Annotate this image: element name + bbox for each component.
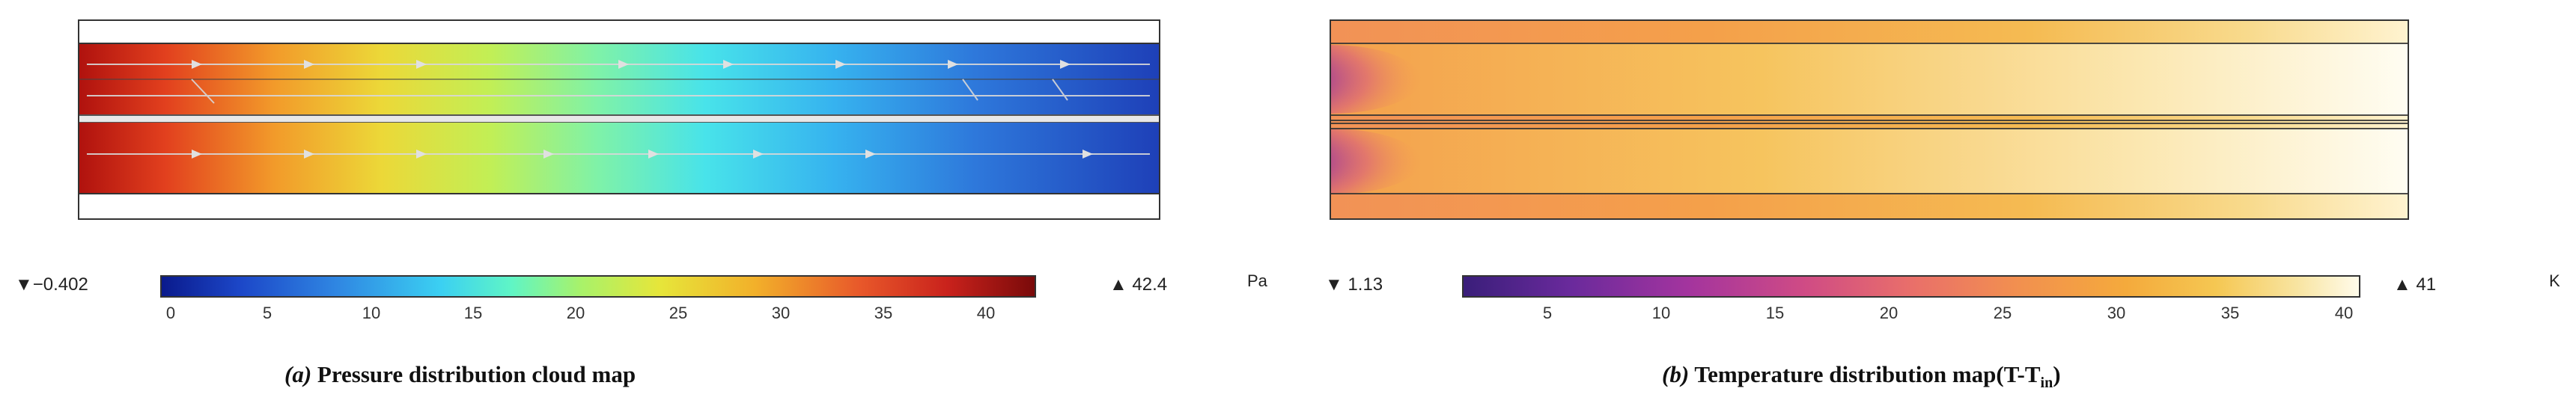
- pressure-unit: Pa: [1247, 271, 1267, 290]
- pressure-tick: 40: [976, 304, 996, 322]
- temperature-inlet-lower: [1331, 129, 1421, 194]
- pressure-flow-arrows: [192, 60, 1093, 159]
- temperature-inlet-upper: [1331, 45, 1421, 114]
- temperature-tick: 20: [1879, 304, 1898, 322]
- pressure-wall: [79, 115, 1159, 123]
- pressure-tick: 25: [669, 304, 688, 322]
- pressure-tick: 35: [874, 304, 893, 322]
- temperature-caption-label: (b): [1662, 361, 1690, 387]
- pressure-tick: 30: [771, 304, 791, 322]
- temperature-legend-max: ▲ 41: [2393, 274, 2437, 295]
- pressure-colorbar: [160, 275, 1036, 298]
- temperature-panel: ▼ 1.13 5 10 15 20 25 30 35 40 ▲ 41 K (b)…: [1288, 0, 2576, 418]
- temperature-upper-channel: [1331, 43, 2408, 115]
- temperature-tick: 30: [2107, 304, 2126, 322]
- pressure-tick: 15: [463, 304, 483, 322]
- pressure-caption: (a) Pressure distribution cloud map: [284, 361, 636, 388]
- pressure-tick: 0: [165, 304, 176, 322]
- temperature-legend-min: ▼ 1.13: [1325, 274, 1383, 295]
- pressure-tick: 20: [566, 304, 585, 322]
- temperature-caption: (b) Temperature distribution map(T-Tin): [1662, 361, 2061, 392]
- pressure-caption-label: (a): [284, 361, 312, 387]
- pressure-contour-field: [78, 19, 1160, 220]
- pressure-legend-max: ▲ 42.4: [1109, 274, 1168, 295]
- pressure-tick: 10: [362, 304, 381, 322]
- pressure-legend-min: ▼−0.402: [15, 274, 88, 295]
- temperature-caption-text: Temperature distribution map(T-T: [1689, 361, 2041, 387]
- temperature-unit: K: [2549, 271, 2560, 290]
- temperature-caption-end: ): [2053, 361, 2061, 387]
- temperature-tick: 5: [1542, 304, 1553, 322]
- pressure-contour-svg: [79, 21, 1159, 218]
- pressure-panel: ▼−0.402 0 5 10 15 20 25 30 35 40 ▲ 42.4 …: [15, 19, 1267, 388]
- pressure-lower-channel: [79, 123, 1159, 194]
- temperature-tick: 40: [2334, 304, 2354, 322]
- temperature-lower-channel: [1331, 129, 2408, 194]
- temperature-tick: 25: [1993, 304, 2012, 322]
- temperature-tick: 10: [1651, 304, 1671, 322]
- temperature-domain-lines: [1331, 43, 2408, 194]
- temperature-tick: 15: [1765, 304, 1785, 322]
- temperature-contour-field: [1330, 19, 2409, 220]
- temperature-caption-sub: in: [2040, 375, 2053, 392]
- temperature-contour-svg: [1331, 21, 2408, 218]
- pressure-caption-text: Pressure distribution cloud map: [311, 361, 636, 387]
- temperature-tick: 35: [2220, 304, 2240, 322]
- pressure-tick: 5: [262, 304, 272, 322]
- temperature-colorbar: [1462, 275, 2360, 298]
